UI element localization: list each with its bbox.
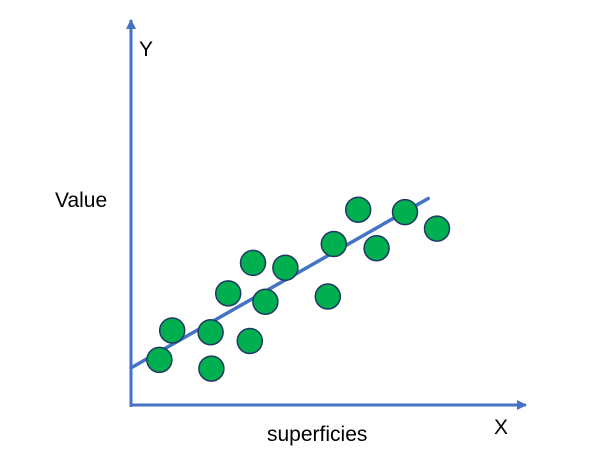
- data-point: [320, 230, 348, 258]
- y-axis-label: Value: [55, 189, 108, 212]
- x-axis-label: superficies: [267, 423, 368, 446]
- data-point: [272, 254, 299, 282]
- data-point: [239, 249, 267, 277]
- data-point: [344, 196, 372, 223]
- data-point: [252, 288, 279, 315]
- data-point: [198, 355, 225, 382]
- data-point: [146, 346, 173, 374]
- data-point: [197, 318, 224, 346]
- data-point: [423, 215, 451, 242]
- data-point: [363, 234, 390, 262]
- x-axis-letter: X: [494, 416, 509, 439]
- data-point: [214, 280, 242, 307]
- data-point: [314, 283, 342, 310]
- data-point: [158, 317, 186, 344]
- data-point: [236, 327, 264, 355]
- data-point: [391, 198, 419, 226]
- data-points: [146, 196, 451, 382]
- y-axis-letter: Y: [139, 38, 154, 61]
